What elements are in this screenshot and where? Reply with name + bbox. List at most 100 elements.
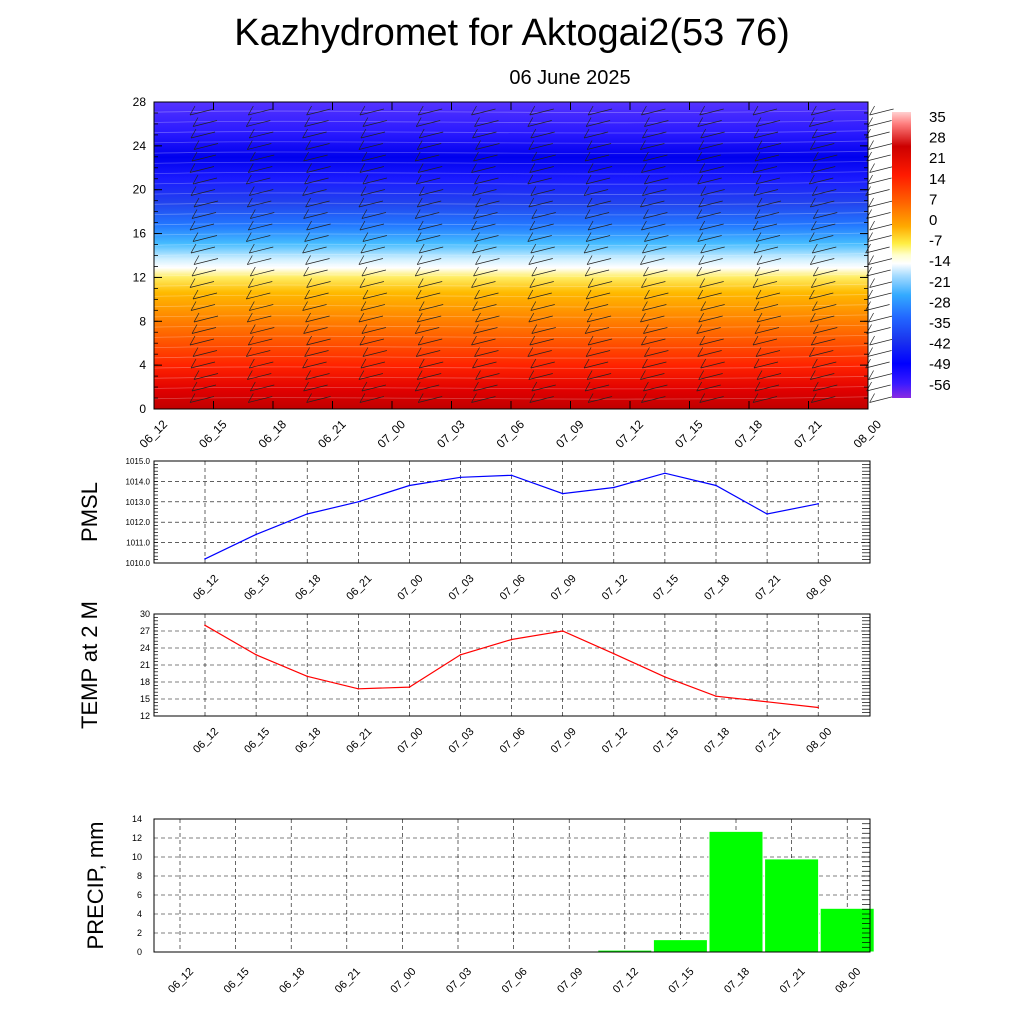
wind-barb — [588, 338, 613, 346]
data-point — [204, 624, 206, 627]
wind-barb-flag — [641, 278, 647, 288]
wind-barb — [869, 223, 894, 231]
wind-barb — [529, 338, 554, 346]
wind-barb — [642, 361, 667, 369]
wind-barb-flag — [640, 140, 646, 150]
wind-barb — [752, 166, 778, 173]
wind-barb-flag — [528, 370, 535, 380]
wind-barb-flag — [808, 289, 815, 300]
wind-barb — [246, 292, 271, 300]
wind-barb-flag — [583, 186, 590, 196]
wind-barb-flag — [641, 220, 647, 231]
wind-barb — [419, 304, 444, 311]
wind-barb — [305, 315, 330, 323]
colorbar-label: -21 — [929, 274, 951, 291]
data-point — [306, 513, 309, 515]
wind-barb — [698, 315, 723, 323]
page-title: Kazhydromet for Aktogai2(53 76) — [234, 12, 790, 54]
wind-barb — [699, 223, 724, 231]
wind-barb-flag — [302, 243, 308, 254]
x-tick-label: 06_18 — [277, 966, 307, 996]
wind-barb — [756, 258, 782, 265]
x-tick-label: 07_18 — [702, 573, 732, 603]
x-tick-label: 06_18 — [293, 573, 323, 603]
wind-barb-flag — [361, 209, 368, 219]
wind-barb — [809, 120, 834, 127]
wind-barb — [753, 304, 779, 311]
wind-barb-flag — [304, 289, 310, 300]
wind-barb — [471, 396, 496, 403]
wind-barb — [303, 327, 328, 334]
wind-barb-flag — [305, 370, 311, 380]
wind-barb — [191, 269, 217, 277]
x-tick-label: 07_18 — [732, 417, 766, 451]
wind-barb-flag — [531, 151, 538, 162]
wind-barb — [867, 177, 892, 185]
wind-barb — [527, 292, 552, 300]
wind-barb — [530, 246, 555, 254]
x-tick-label: 07_18 — [722, 966, 752, 996]
wind-barb-flag — [247, 278, 254, 288]
wind-barb-flag — [808, 174, 815, 185]
y-tick-label: 24 — [140, 643, 150, 653]
wind-barb-flag — [249, 381, 256, 392]
colorbar-label: -35 — [929, 315, 951, 332]
wind-barb-flag — [474, 174, 480, 185]
wind-barb — [305, 143, 330, 150]
wind-barb — [696, 384, 721, 392]
wind-barb-flag — [586, 255, 593, 265]
y-tick-label: 27 — [140, 626, 150, 636]
wind-barb-flag — [306, 278, 312, 288]
wind-barb-flag — [868, 255, 874, 265]
wind-barb-flag — [359, 163, 366, 173]
wind-barb — [360, 246, 385, 254]
wind-barb — [865, 189, 890, 196]
y-tick-label: 12 — [133, 270, 147, 284]
wind-barb — [866, 154, 891, 162]
wind-barb-flag — [191, 209, 198, 219]
wind-barb — [531, 327, 556, 334]
wind-barb — [192, 292, 218, 300]
wind-barb — [471, 281, 496, 288]
wind-barb — [811, 108, 836, 116]
wind-barb — [358, 143, 383, 150]
wind-barb-flag — [697, 289, 704, 300]
data-point — [766, 701, 768, 703]
wind-barb-flag — [531, 324, 538, 334]
x-tick-label: 06_15 — [242, 573, 272, 603]
y-axis-label: PMSL — [77, 482, 102, 542]
wind-barb — [189, 396, 215, 403]
wind-barb — [698, 200, 723, 208]
wind-barb — [697, 350, 722, 357]
panel-frame — [153, 460, 871, 564]
wind-barb-flag — [306, 335, 312, 346]
x-tick-label: 07_00 — [375, 417, 409, 451]
wind-barb-flag — [361, 151, 368, 162]
wind-barb-flag — [643, 381, 649, 392]
wind-barb-flag — [189, 393, 196, 403]
wind-barb — [416, 235, 441, 242]
wind-barb-flag — [644, 289, 650, 300]
data-point — [817, 503, 819, 505]
contour-line — [153, 150, 869, 154]
wind-barb — [699, 166, 724, 173]
wind-barb — [809, 177, 834, 185]
wind-barb-flag — [189, 335, 196, 346]
y-tick-label: 4 — [139, 358, 146, 372]
wind-barb-flag — [360, 128, 367, 139]
wind-barb-flag — [416, 255, 423, 265]
wind-barb-flag — [417, 220, 424, 231]
x-tick-label: 06_15 — [222, 966, 252, 996]
wind-barb-flag — [302, 128, 308, 139]
wind-barb-flag — [473, 151, 479, 162]
wind-barb — [248, 108, 273, 116]
wind-barb-flag — [752, 220, 759, 231]
y-axis-label: PRECIP, mm — [83, 822, 108, 950]
wind-barb — [812, 189, 837, 196]
wind-barb-flag — [699, 105, 706, 116]
x-tick-label: 08_00 — [804, 573, 834, 603]
wind-barb-flag — [811, 243, 818, 254]
y-tick-label: 8 — [137, 871, 142, 881]
wind-barb-flag — [417, 393, 424, 403]
wind-barb-flag — [305, 312, 311, 323]
